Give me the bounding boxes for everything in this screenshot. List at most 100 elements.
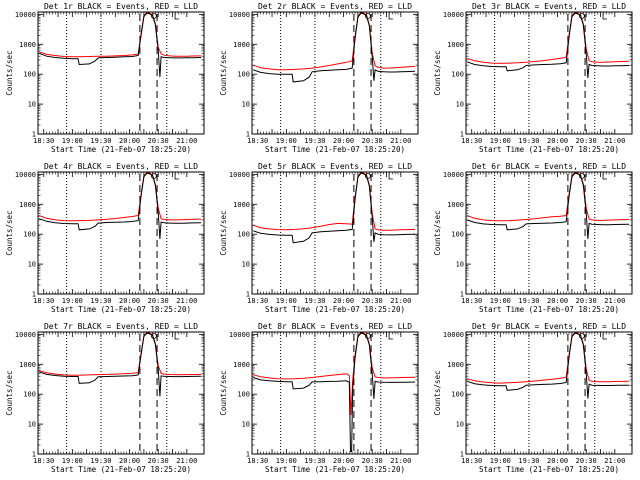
x-axis-label: Start Time (21-Feb-07 18:25:20): [265, 305, 405, 314]
end-marker: [174, 333, 180, 340]
y-tick-label: 10000: [15, 11, 36, 19]
chart-panel-1: Det 1r BLACK = Events, RED = LLDSE110100…: [5, 2, 205, 154]
y-tick-label: 10000: [15, 171, 36, 179]
x-tick-label: 18:30: [461, 297, 482, 305]
series-line-lld: [252, 172, 416, 231]
y-tick-label: 10000: [229, 331, 250, 339]
x-tick-label: 19:30: [304, 457, 325, 465]
y-tick-label: 1000: [233, 41, 250, 49]
chart-title: Det 9r BLACK = Events, RED = LLD: [472, 322, 626, 331]
y-axis-label: Counts/sec: [219, 370, 228, 415]
x-tick-label: 18:30: [247, 137, 268, 145]
x-tick-label: 19:00: [276, 297, 297, 305]
chart-panel-8: Det 8r BLACK = Events, RED = LLDSE110100…: [219, 322, 419, 474]
x-tick-label: 19:30: [518, 137, 539, 145]
series-line-events: [38, 332, 202, 397]
y-tick-label: 100: [451, 71, 464, 79]
x-axis-label: Start Time (21-Feb-07 18:25:20): [479, 465, 619, 474]
chart-title: Det 4r BLACK = Events, RED = LLD: [44, 162, 198, 171]
x-tick-label: 20:30: [148, 137, 169, 145]
chart-panel-4: Det 4r BLACK = Events, RED = LLDSE110100…: [5, 162, 205, 314]
x-tick-label: 20:00: [119, 457, 140, 465]
y-tick-label: 100: [237, 71, 250, 79]
series-line-events: [38, 12, 202, 78]
y-tick-label: 10: [242, 101, 250, 109]
x-tick-label: 19:30: [90, 457, 111, 465]
y-tick-label: 10: [28, 421, 36, 429]
y-tick-label: 10: [28, 261, 36, 269]
y-axis-label: Counts/sec: [433, 50, 442, 95]
x-tick-label: 18:30: [247, 457, 268, 465]
y-tick-label: 10000: [443, 11, 464, 19]
y-tick-label: 1: [32, 291, 36, 299]
x-tick-label: 20:00: [333, 137, 354, 145]
y-tick-label: 100: [451, 231, 464, 239]
series-line-events: [252, 12, 416, 83]
x-tick-label: 21:00: [176, 137, 197, 145]
series-line-events: [466, 12, 630, 78]
y-tick-label: 1: [246, 291, 250, 299]
x-tick-label: 19:00: [276, 457, 297, 465]
x-axis-label: Start Time (21-Feb-07 18:25:20): [479, 145, 619, 154]
x-tick-label: 21:00: [176, 297, 197, 305]
x-tick-label: 18:30: [33, 297, 54, 305]
chart-title: Det 5r BLACK = Events, RED = LLD: [258, 162, 412, 171]
chart-panel-3: Det 3r BLACK = Events, RED = LLDSE110100…: [433, 2, 633, 154]
y-tick-label: 1: [32, 131, 36, 139]
chart-panel-6: Det 6r BLACK = Events, RED = LLDSE110100…: [433, 162, 633, 314]
end-marker: [388, 13, 394, 20]
series-line-events: [252, 172, 416, 244]
y-tick-label: 100: [23, 391, 36, 399]
y-tick-label: 1: [460, 291, 464, 299]
x-tick-label: 20:30: [576, 457, 597, 465]
y-tick-label: 100: [451, 391, 464, 399]
plot-frame: [465, 331, 633, 455]
x-tick-label: 21:00: [390, 297, 411, 305]
x-tick-label: 21:00: [390, 137, 411, 145]
end-marker: [174, 173, 180, 180]
x-tick-label: 18:30: [33, 457, 54, 465]
x-tick-label: 19:30: [304, 297, 325, 305]
x-axis-label: Start Time (21-Feb-07 18:25:20): [479, 305, 619, 314]
chart-panel-5: Det 5r BLACK = Events, RED = LLDSE110100…: [219, 162, 419, 314]
y-tick-label: 10: [242, 421, 250, 429]
y-axis-label: Counts/sec: [433, 210, 442, 255]
x-tick-label: 20:30: [362, 457, 383, 465]
x-tick-label: 19:00: [490, 297, 511, 305]
plot-frame: [37, 171, 205, 295]
end-marker: [602, 13, 608, 20]
x-tick-label: 20:30: [576, 297, 597, 305]
x-axis-label: Start Time (21-Feb-07 18:25:20): [51, 145, 191, 154]
x-tick-label: 20:00: [333, 457, 354, 465]
series-line-lld: [466, 332, 630, 384]
plot-frame: [251, 331, 419, 455]
y-tick-label: 1000: [19, 361, 36, 369]
y-tick-label: 100: [237, 231, 250, 239]
y-tick-label: 1000: [19, 41, 36, 49]
x-tick-label: 19:30: [90, 137, 111, 145]
y-tick-label: 10: [456, 101, 464, 109]
x-axis-label: Start Time (21-Feb-07 18:25:20): [265, 145, 405, 154]
x-tick-label: 21:00: [604, 297, 625, 305]
x-tick-label: 19:00: [276, 137, 297, 145]
y-tick-label: 1000: [233, 201, 250, 209]
x-tick-label: 21:00: [604, 457, 625, 465]
x-tick-label: 19:30: [518, 457, 539, 465]
series-line-events: [466, 332, 630, 399]
y-tick-label: 1000: [447, 361, 464, 369]
y-tick-label: 1: [32, 451, 36, 459]
end-marker: [174, 13, 180, 20]
y-tick-label: 1: [246, 451, 250, 459]
x-tick-label: 19:00: [62, 297, 83, 305]
chart-title: Det 6r BLACK = Events, RED = LLD: [472, 162, 626, 171]
plot-frame: [37, 11, 205, 135]
series-line-lld: [466, 172, 630, 222]
chart-title: Det 3r BLACK = Events, RED = LLD: [472, 2, 626, 11]
y-tick-label: 1000: [19, 201, 36, 209]
x-tick-label: 21:00: [176, 457, 197, 465]
y-axis-label: Counts/sec: [219, 50, 228, 95]
y-tick-label: 10: [28, 101, 36, 109]
y-axis-label: Counts/sec: [219, 210, 228, 255]
series-line-lld: [466, 12, 630, 64]
